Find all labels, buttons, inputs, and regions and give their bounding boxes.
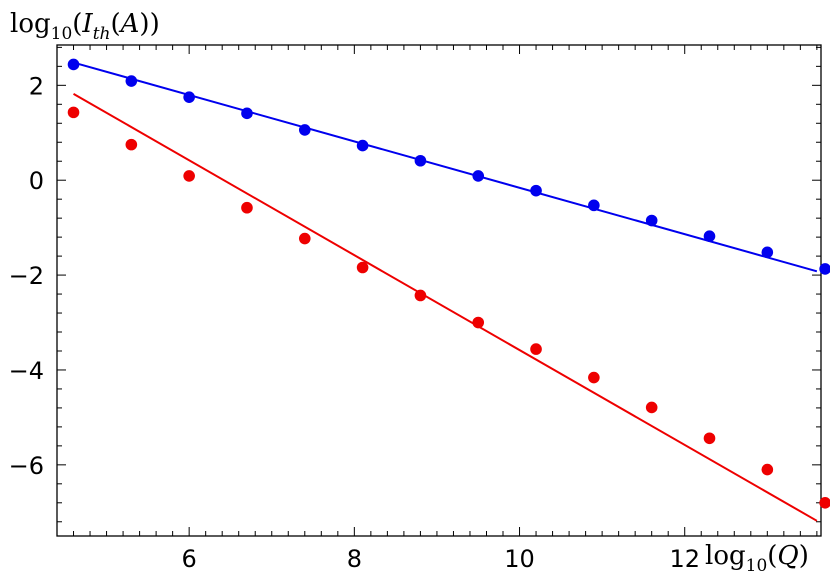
series-1 bbox=[67, 58, 830, 275]
series-1-point bbox=[530, 184, 542, 197]
series-1-point bbox=[761, 246, 774, 259]
series-2 bbox=[67, 92, 830, 522]
tick-marks bbox=[56, 45, 821, 536]
series-1-point bbox=[67, 58, 80, 71]
series-2-point bbox=[414, 289, 427, 302]
series-1-point bbox=[703, 230, 716, 242]
series-2-point bbox=[356, 261, 369, 274]
series-2-point bbox=[298, 232, 311, 245]
series-1-point bbox=[241, 107, 253, 120]
series-1-point bbox=[356, 139, 369, 152]
x-tick-label: 8 bbox=[347, 545, 362, 573]
series-2-point bbox=[588, 371, 600, 384]
series-2-point bbox=[125, 138, 138, 151]
series-2-point bbox=[761, 463, 774, 476]
plot-frame bbox=[56, 44, 822, 537]
y-tick-label: −6 bbox=[9, 452, 44, 480]
series-2-point bbox=[472, 316, 485, 329]
series-1-point bbox=[588, 199, 600, 212]
series-1-point bbox=[472, 170, 485, 182]
series-2-point bbox=[183, 170, 195, 182]
x-tick-label: 12 bbox=[669, 545, 700, 573]
y-axis-label: log10(Ith(A)) bbox=[10, 9, 160, 44]
plot-border bbox=[56, 44, 822, 537]
x-tick-label: 10 bbox=[504, 545, 535, 573]
y-tick-label: 0 bbox=[29, 167, 44, 195]
series-layer bbox=[67, 58, 830, 522]
series-1-point bbox=[414, 154, 427, 167]
series-2-fit-line bbox=[73, 92, 818, 522]
series-1-point bbox=[298, 124, 311, 136]
series-1-point bbox=[645, 214, 658, 227]
series-1-fit-line bbox=[73, 61, 818, 273]
series-2-point bbox=[819, 496, 830, 509]
y-tick-label: 2 bbox=[29, 72, 44, 100]
x-tick-label: 6 bbox=[182, 545, 197, 573]
series-2-point bbox=[241, 201, 253, 214]
series-1-point bbox=[125, 75, 138, 87]
series-1-point bbox=[819, 263, 830, 275]
x-axis-label: log10(Q) bbox=[705, 541, 809, 575]
series-2-point bbox=[530, 343, 542, 355]
tick-labels: 6 8 10 12 2 0 −2 −4 −6 bbox=[9, 72, 700, 573]
series-1-point bbox=[183, 91, 195, 103]
y-tick-label: −4 bbox=[9, 357, 44, 385]
y-tick-label: −2 bbox=[9, 262, 44, 290]
series-2-point bbox=[67, 106, 80, 119]
series-2-point bbox=[645, 401, 658, 414]
series-2-point bbox=[703, 432, 716, 445]
